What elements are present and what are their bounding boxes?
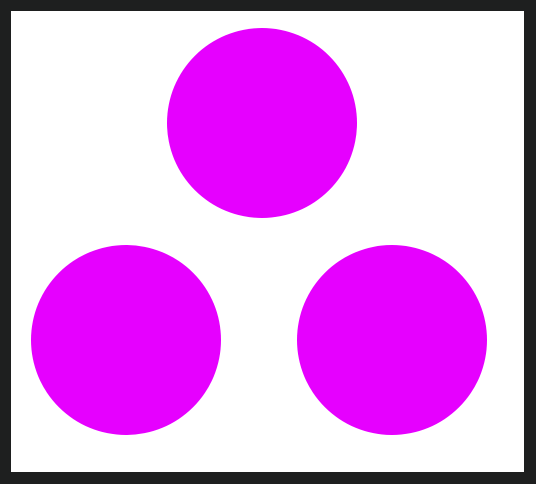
bottom-right-circle (297, 245, 487, 435)
drawing-canvas (11, 11, 524, 472)
bottom-left-circle (31, 245, 221, 435)
top-circle (167, 28, 357, 218)
